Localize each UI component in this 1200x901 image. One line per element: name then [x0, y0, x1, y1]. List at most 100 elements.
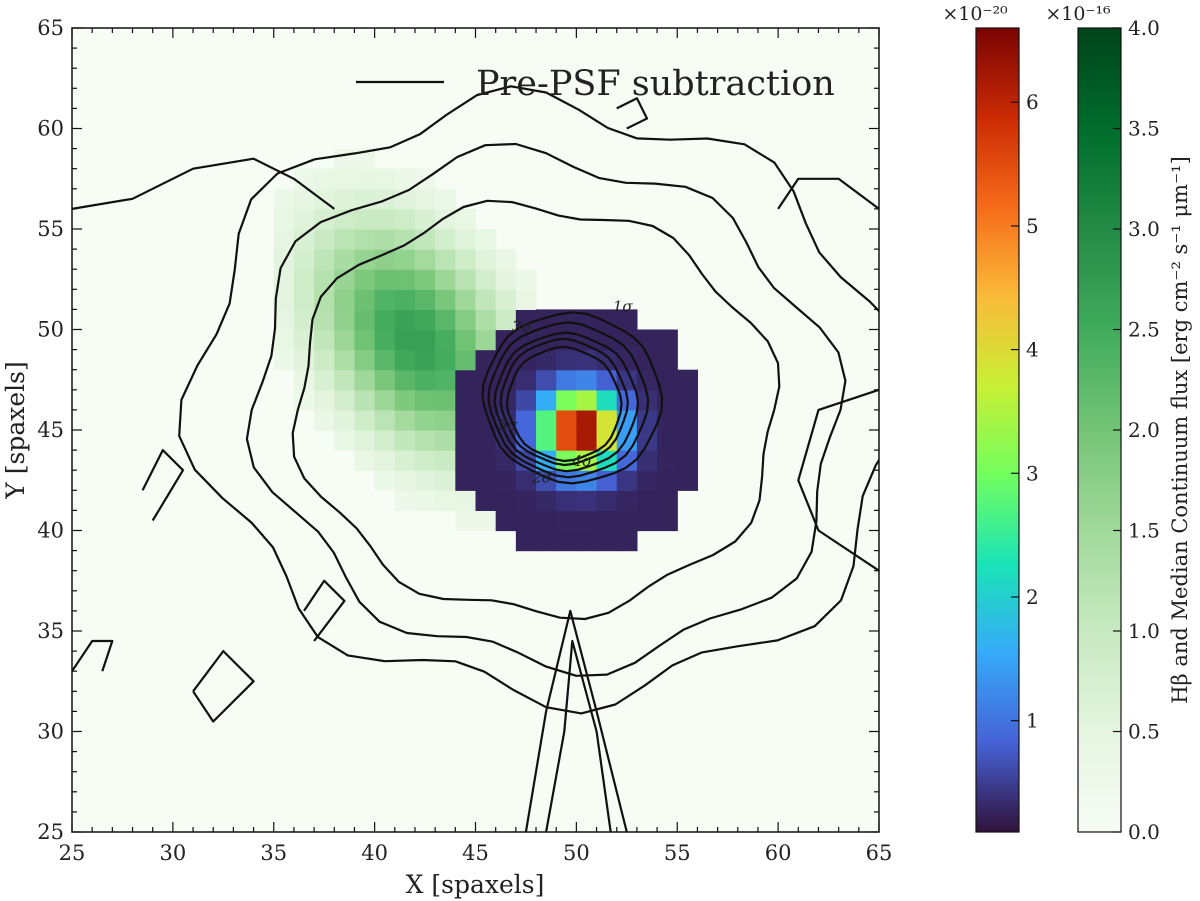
flux-pixel: [515, 269, 537, 290]
continuum-tick-label: 1.5: [1128, 519, 1160, 543]
flux-pixel: [273, 208, 295, 230]
flux-pixel: [334, 409, 356, 431]
flux-pixel: [475, 470, 497, 491]
flux-pixel: [455, 409, 477, 431]
flux-pixel: [515, 490, 537, 511]
flux-pixel: [435, 450, 456, 471]
continuum-tick-label: 3.0: [1128, 217, 1160, 241]
flux-pixel: [576, 490, 598, 511]
contour-edge-right: [777, 177, 879, 210]
flux-pixel: [334, 349, 356, 371]
flux-pixel: [657, 510, 678, 532]
flux-pixel: [657, 329, 678, 351]
flux-pixel: [677, 409, 699, 431]
flux-pixel: [435, 409, 456, 431]
flux-pixel: [314, 409, 335, 431]
flux-pixel: [556, 530, 577, 552]
contour-outer-2: [291, 199, 781, 621]
continuum-tick-label: 2.0: [1128, 418, 1160, 442]
flux-pixel: [414, 289, 436, 310]
y-tick-label: 30: [37, 720, 64, 744]
continuum-tick-label: 1.0: [1128, 619, 1160, 643]
flux-pixel: [394, 389, 416, 411]
flux-pixel: [414, 470, 436, 491]
x-tick-label: 60: [765, 841, 792, 865]
flux-pixel: [576, 530, 598, 552]
flux-pixel: [455, 249, 477, 270]
flux-pixel: [536, 530, 557, 552]
flux-pixel: [293, 249, 315, 270]
flux-pixel: [475, 269, 497, 290]
continuum-tick-label: 2.5: [1128, 318, 1160, 342]
flux-pixel: [475, 289, 497, 310]
flux-pixel: [475, 430, 497, 451]
x-tick-label: 55: [664, 841, 691, 865]
x-tick-label: 40: [361, 841, 388, 865]
flux-pixel: [515, 530, 537, 552]
flux-pixel: [556, 349, 577, 371]
flux-pixel: [616, 530, 638, 552]
flux-pixel: [556, 430, 577, 451]
flux-pixel: [596, 470, 618, 491]
contour-layer: [72, 85, 879, 832]
flux-pixel: [314, 289, 335, 310]
flux-pixel: [374, 289, 396, 310]
hbeta-colorbar-ticks: 1 2 3 4 5 6: [1011, 90, 1039, 733]
contour-label: 3σ: [512, 318, 533, 336]
flux-pixel: [556, 470, 577, 491]
flux-pixel: [414, 349, 436, 371]
flux-pixel: [293, 289, 315, 310]
flux-pixel: [314, 329, 335, 351]
flux-pixel: [636, 490, 658, 511]
flux-pixel: [354, 369, 376, 391]
flux-pixel: [354, 229, 376, 250]
flux-pixel: [515, 470, 537, 491]
flux-pixel: [354, 329, 376, 351]
contour-2-sigma: [487, 321, 650, 479]
x-axis-label: X [spaxels]: [406, 870, 545, 899]
flux-pixel: [536, 409, 557, 431]
flux-pixel: [354, 409, 376, 431]
flux-pixel: [616, 490, 638, 511]
flux-pixel: [354, 309, 376, 331]
flux-pixel: [475, 510, 497, 532]
flux-pixel: [495, 389, 517, 411]
flux-pixel: [374, 309, 396, 331]
flux-pixel: [334, 309, 356, 331]
contour-label: 1σ: [613, 297, 634, 315]
flux-pixel: [515, 389, 537, 411]
flux-pixel: [495, 249, 517, 270]
flux-pixel: [596, 530, 618, 552]
flux-pixel: [475, 309, 497, 331]
flux-pixel: [536, 369, 557, 391]
flux-pixel: [455, 470, 477, 491]
flux-pixel: [414, 309, 436, 331]
flux-pixel: [576, 510, 598, 532]
flux-pixel: [374, 329, 396, 351]
flux-pixel: [596, 389, 618, 411]
flux-pixel: [374, 470, 396, 491]
continuum-colorbar-exponent: ×10⁻¹⁶: [1045, 3, 1111, 25]
flux-pixel: [677, 389, 699, 411]
flux-pixel: [475, 450, 497, 471]
flux-pixel: [455, 450, 477, 471]
flux-pixel: [556, 490, 577, 511]
flux-pixel: [435, 470, 456, 491]
contour-island-1: [303, 579, 346, 642]
continuum-colorbar: 0.0 0.5 1.0 1.5 2.0 2.5 3.0 3.5 4.0 ×10⁻¹⁶: [1045, 3, 1159, 844]
flux-pixel: [394, 490, 416, 511]
y-tick-label: 55: [37, 217, 64, 241]
y-axis-label: Y [spaxels]: [1, 361, 30, 499]
flux-pixel: [314, 369, 335, 391]
contour-5-sigma: [505, 345, 623, 463]
flux-pixel: [334, 168, 356, 190]
flux-pixel: [273, 188, 295, 210]
flux-pixel: [374, 229, 396, 250]
flux-pixel: [455, 208, 477, 230]
flux-pixel: [435, 329, 456, 351]
contour-edge-right-2: [797, 388, 879, 572]
flux-pixel: [576, 409, 598, 431]
flux-pixel: [293, 389, 315, 411]
flux-pixel: [616, 510, 638, 532]
flux-pixel: [374, 389, 396, 411]
